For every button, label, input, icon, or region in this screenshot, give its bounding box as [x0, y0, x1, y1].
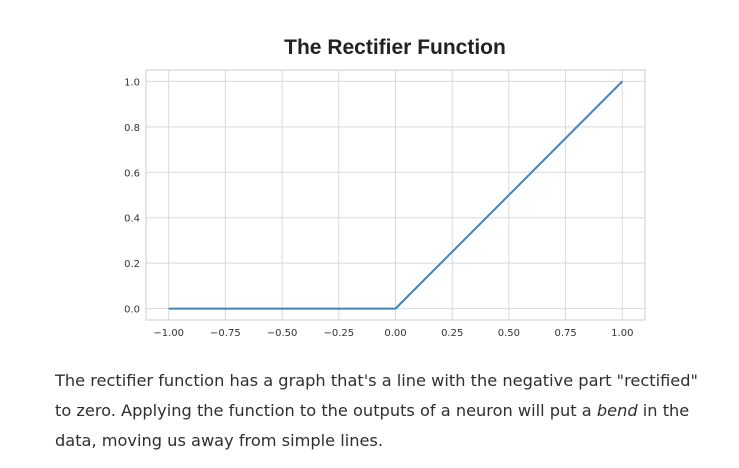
x-tick-label: 0.75	[554, 328, 576, 339]
caption-emphasis: bend	[596, 401, 638, 420]
chart-figure: The Rectifier Function −1.00 −0.75 −0.50 −0…	[124, 36, 646, 339]
x-tick-label: 1.00	[611, 328, 633, 339]
x-tick-label: −0.75	[210, 328, 241, 339]
y-tick-label: 0.0	[124, 305, 140, 316]
y-tick-label: 0.8	[124, 123, 140, 134]
caption-text-end: in the data, moving us away from simple …	[55, 401, 690, 450]
plot-frame	[145, 69, 646, 321]
chart-title: The Rectifier Function	[284, 36, 506, 59]
x-tick-label: 0.25	[441, 328, 463, 339]
y-tick-label: 0.2	[124, 259, 140, 270]
y-tick-label: 0.4	[124, 214, 140, 225]
y-tick-label: 1.0	[124, 77, 140, 88]
x-tick-label: 0.00	[384, 328, 406, 339]
caption-paragraph: The rectifier function has a graph that'…	[55, 366, 715, 456]
caption-text-start: The rectifier function has a graph that'…	[55, 371, 698, 420]
y-tick-label: 0.6	[124, 168, 140, 179]
x-tick-label: 0.50	[498, 328, 520, 339]
rectifier-chart: −1.00 −0.75 −0.50 −0.25 0.00 0.25 0.50 0.75 1.00…	[124, 69, 646, 339]
x-tick-label: −0.50	[267, 328, 298, 339]
x-tick-label: −1.00	[153, 328, 184, 339]
x-tick-label: −0.25	[323, 328, 354, 339]
series-line	[168, 80, 624, 310]
